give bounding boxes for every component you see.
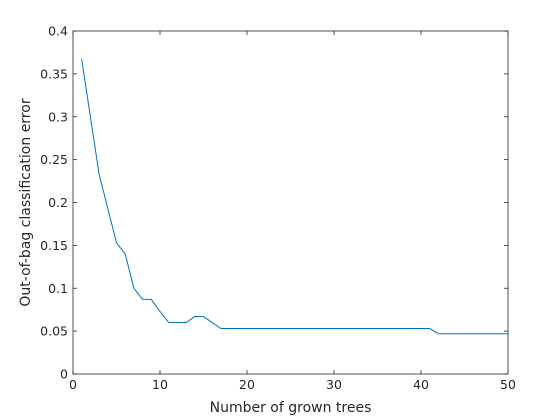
y-tick-label: 0.15 <box>40 238 68 253</box>
y-tick-label: 0.2 <box>48 195 68 210</box>
y-tick-label: 0.4 <box>48 24 68 39</box>
plot-area <box>73 31 508 374</box>
x-tick-label: 50 <box>500 377 516 392</box>
y-tick-label: 0.05 <box>40 324 68 339</box>
x-tick-label: 0 <box>69 377 77 392</box>
y-tick-label: 0.25 <box>40 152 68 167</box>
y-tick-label: 0.1 <box>48 281 68 296</box>
y-tick-label: 0.3 <box>48 109 68 124</box>
x-tick-label: 30 <box>326 377 342 392</box>
x-tick-label: 20 <box>239 377 255 392</box>
y-tick-label: 0 <box>60 367 68 382</box>
x-tick-label: 40 <box>413 377 429 392</box>
y-axis-label: Out-of-bag classification error <box>18 98 34 306</box>
x-tick-label: 10 <box>152 377 168 392</box>
y-tick-label: 0.35 <box>40 66 68 81</box>
error-line <box>81 59 508 335</box>
x-axis-label: Number of grown trees <box>210 400 372 416</box>
axes-box <box>72 30 509 375</box>
